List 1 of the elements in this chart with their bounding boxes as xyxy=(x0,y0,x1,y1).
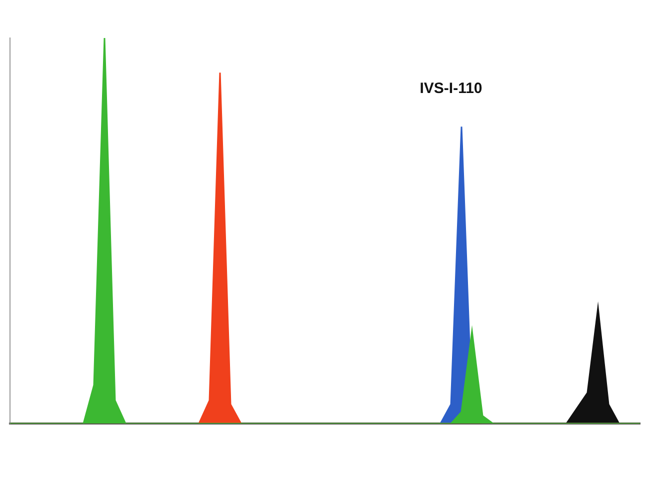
annotation: IVS-I-110 xyxy=(420,80,482,97)
